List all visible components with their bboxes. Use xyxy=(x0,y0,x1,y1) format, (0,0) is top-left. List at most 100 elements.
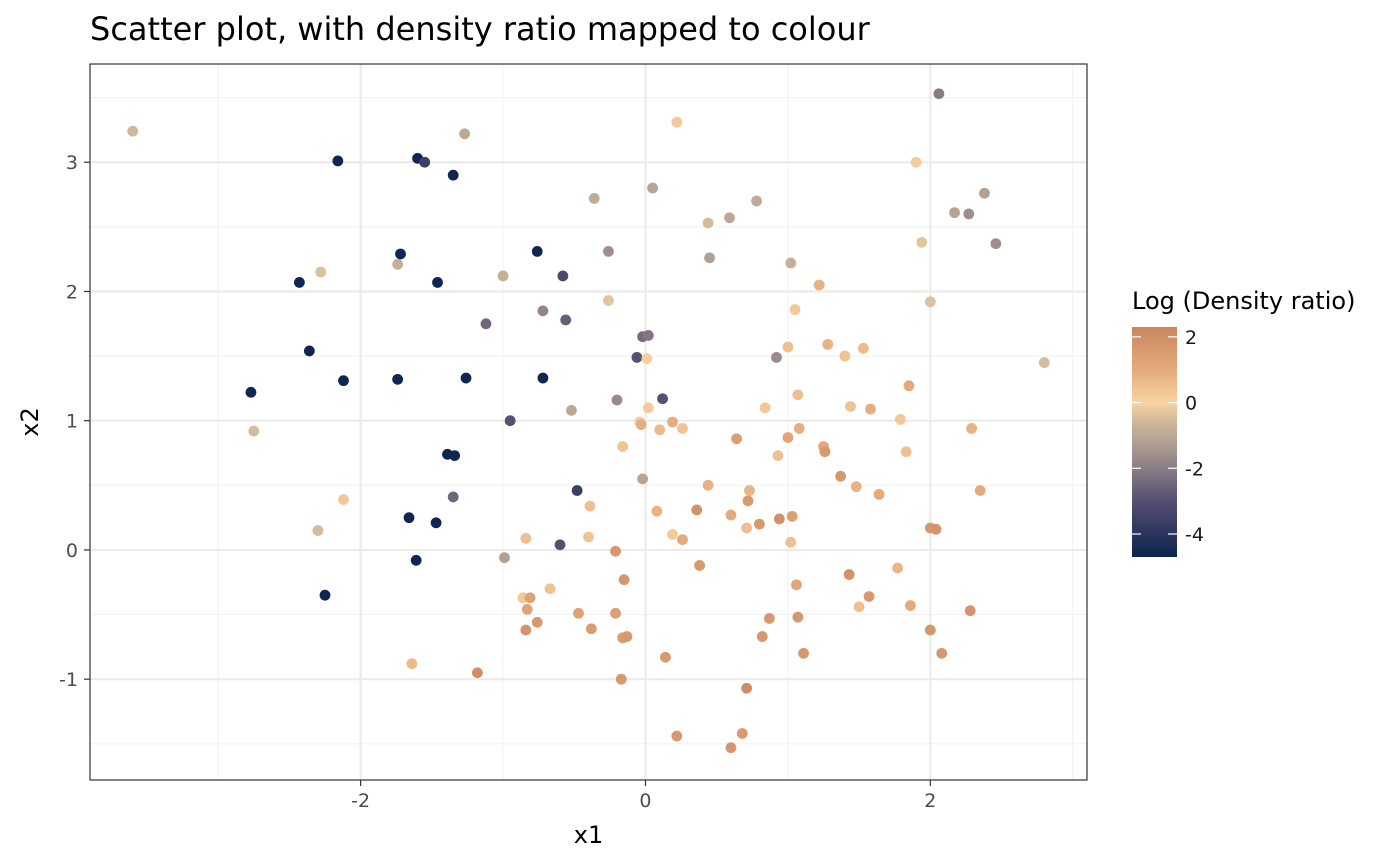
scatter-point xyxy=(903,380,915,392)
scatter-point xyxy=(557,270,569,282)
scatter-point xyxy=(857,342,869,354)
scatter-point xyxy=(654,424,666,436)
scatter-point xyxy=(497,270,509,282)
scatter-point xyxy=(756,631,768,642)
y-tick-label: 1 xyxy=(66,411,78,433)
scatter-point xyxy=(537,372,549,384)
scatter-point xyxy=(924,296,936,308)
panel-border xyxy=(89,63,1088,781)
scatter-point xyxy=(895,414,906,425)
scatter-point xyxy=(248,425,260,437)
scatter-point xyxy=(819,446,831,458)
x-tick-label: 0 xyxy=(639,790,651,812)
legend-tick-label: 0 xyxy=(1185,393,1197,415)
scatter-point xyxy=(573,607,584,619)
scatter-point xyxy=(312,525,324,536)
scatter-point xyxy=(785,536,797,548)
scatter-point xyxy=(521,604,533,615)
scatter-point xyxy=(792,389,804,401)
scatter-point xyxy=(642,402,654,414)
scatter-point xyxy=(647,182,658,194)
colour-legend: Log (Density ratio) 2 0 -2 -4 xyxy=(1132,287,1355,557)
scatter-point xyxy=(702,217,714,229)
scatter-point xyxy=(618,574,630,586)
data-points xyxy=(127,88,1050,754)
scatter-point xyxy=(677,534,688,546)
scatter-point xyxy=(603,246,614,257)
scatter-point xyxy=(910,156,922,168)
scatter-point xyxy=(725,509,737,521)
scatter-point xyxy=(904,600,916,611)
scatter-point xyxy=(480,318,492,330)
scatter-point xyxy=(865,403,876,415)
scatter-point xyxy=(785,257,797,269)
scatter-point xyxy=(520,624,532,636)
scatter-point xyxy=(979,187,990,199)
scatter-point xyxy=(603,295,614,306)
scatter-point xyxy=(338,494,349,505)
x-axis: -2 0 2 xyxy=(351,780,936,812)
scatter-point xyxy=(459,128,470,140)
scatter-point xyxy=(853,601,865,613)
scatter-point xyxy=(657,393,668,405)
scatter-point xyxy=(773,513,785,525)
chart-title: Scatter plot, with density ratio mapped … xyxy=(90,10,871,48)
scatter-point xyxy=(566,404,577,416)
scatter-point xyxy=(537,305,549,317)
scatter-point xyxy=(631,351,643,363)
y-tick-label: 2 xyxy=(66,281,78,303)
scatter-point xyxy=(835,470,846,482)
scatter-point xyxy=(245,386,257,398)
scatter-point xyxy=(395,248,406,260)
scatter-point xyxy=(432,277,443,288)
y-axis-title: x2 xyxy=(16,407,44,436)
scatter-point xyxy=(571,485,583,496)
scatter-point xyxy=(531,246,543,257)
y-axis: -1 0 1 2 3 xyxy=(59,152,90,691)
scatter-point xyxy=(499,552,510,564)
scatter-point xyxy=(900,446,912,458)
scatter-point xyxy=(845,401,856,412)
scatter-point xyxy=(447,491,459,503)
scatter-point xyxy=(782,432,794,443)
scatter-point xyxy=(338,375,349,387)
scatter-point xyxy=(332,155,344,167)
scatter-point xyxy=(742,495,754,507)
scatter-point xyxy=(293,277,305,288)
scatter-point xyxy=(611,394,623,406)
scatter-point xyxy=(641,353,653,365)
minor-gridlines xyxy=(90,64,1087,780)
scatter-point xyxy=(736,728,748,739)
scatter-point xyxy=(873,488,885,500)
scatter-point xyxy=(813,279,825,291)
scatter-point xyxy=(966,423,978,434)
scatter-point xyxy=(637,473,649,485)
y-tick-label: -1 xyxy=(59,669,78,691)
scatter-point xyxy=(741,522,752,534)
scatter-point xyxy=(621,631,633,642)
scatter-point xyxy=(584,500,596,512)
x-tick-label: -2 xyxy=(351,790,370,812)
scatter-point xyxy=(741,682,752,694)
scatter-point xyxy=(667,529,678,540)
scatter-point xyxy=(843,569,855,580)
scatter-point xyxy=(460,372,472,384)
scatter-point xyxy=(392,373,404,385)
scatter-point xyxy=(677,423,688,434)
scatter-point xyxy=(610,545,621,557)
scatter-point xyxy=(744,485,755,496)
scatter-point xyxy=(303,345,315,357)
scatter-point xyxy=(419,156,431,168)
scatter-point xyxy=(863,591,875,602)
scatter-point xyxy=(406,658,418,670)
scatter-point xyxy=(930,523,942,535)
x-tick-label: 2 xyxy=(924,790,936,812)
scatter-point xyxy=(520,532,532,544)
scatter-point xyxy=(786,510,798,522)
scatter-point xyxy=(127,125,139,137)
legend-ticks: 2 0 -2 -4 xyxy=(1132,327,1204,546)
scatter-point xyxy=(319,589,331,601)
scatter-point xyxy=(772,450,784,462)
scatter-point xyxy=(560,314,572,326)
